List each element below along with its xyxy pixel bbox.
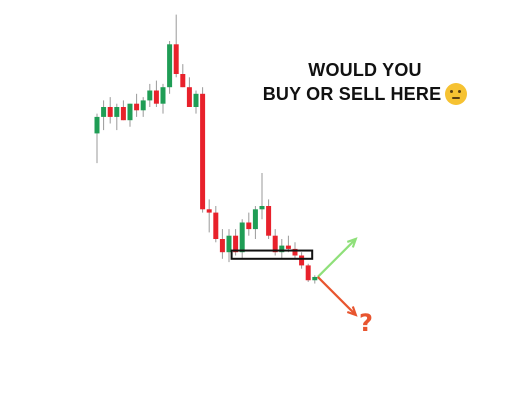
candle-body: [292, 248, 298, 256]
candle: [266, 199, 272, 239]
candle: [186, 77, 192, 107]
headline-line-2-wrap: BUY OR SELL HERE: [245, 82, 485, 106]
candle-body: [107, 107, 113, 117]
candle: [101, 100, 107, 131]
candle: [107, 97, 113, 124]
question-mark: ?: [359, 309, 373, 337]
candle: [259, 173, 265, 220]
candle-body: [226, 235, 232, 253]
candle-body: [114, 107, 120, 117]
candle-body: [239, 222, 245, 253]
candle-body: [200, 93, 206, 210]
sell-arrow-shaft: [317, 276, 357, 316]
projection-arrows: [317, 237, 358, 317]
candle-body: [305, 265, 311, 281]
candle-body: [101, 107, 107, 117]
thinking-face-icon: [445, 83, 468, 105]
sell-arrow: [317, 276, 358, 317]
candle-body: [272, 235, 278, 253]
candle-body: [153, 90, 159, 104]
candle: [239, 219, 245, 259]
candle-body: [233, 235, 239, 253]
sell-arrow-head: [346, 306, 358, 317]
candle-body: [259, 206, 265, 210]
candle: [114, 103, 120, 131]
candle-body: [252, 209, 258, 230]
candle-body: [160, 87, 166, 104]
buy-arrow-head: [346, 237, 358, 248]
support-zone-box: [230, 249, 314, 260]
candle-body: [134, 103, 140, 111]
candle: [219, 229, 225, 259]
candle-body: [285, 245, 291, 249]
candle-body: [279, 245, 285, 253]
candle: [285, 235, 291, 253]
buy-arrow-shaft: [317, 238, 357, 278]
candle: [305, 263, 311, 282]
candle: [252, 206, 258, 239]
candle: [193, 90, 199, 114]
candle-body: [299, 255, 305, 266]
candle-body: [213, 212, 219, 239]
candle: [140, 97, 146, 117]
candle: [279, 239, 285, 259]
candle-body: [180, 74, 186, 88]
candle: [153, 80, 159, 107]
candle-body: [173, 44, 179, 74]
candle: [299, 252, 305, 269]
candle: [167, 41, 173, 94]
candle: [120, 100, 126, 121]
candle-body: [120, 107, 126, 121]
candle: [134, 93, 140, 117]
candle-body: [186, 87, 192, 107]
candle-body: [147, 90, 153, 101]
candle: [94, 113, 100, 164]
candle: [173, 14, 179, 78]
candle: [160, 83, 166, 114]
candle-body: [312, 276, 318, 281]
candle: [213, 206, 219, 243]
candle: [226, 229, 232, 263]
candle-body: [266, 206, 272, 236]
candle-body: [246, 222, 252, 230]
headline-line-1: WOULD YOU: [308, 60, 422, 80]
candle: [147, 83, 153, 107]
candle-body: [127, 103, 133, 121]
candle-body: [206, 209, 212, 213]
candle-body: [94, 116, 100, 134]
candles-layer: [94, 14, 318, 284]
candle: [246, 212, 252, 236]
candle-body: [193, 93, 199, 107]
candle: [312, 275, 318, 284]
candle-body: [140, 100, 146, 111]
candle: [206, 199, 212, 233]
candle: [180, 64, 186, 88]
candle: [200, 87, 206, 213]
headline-line-2: BUY OR SELL HERE: [262, 84, 442, 104]
candle-body: [219, 239, 225, 253]
candle: [127, 103, 133, 127]
candle-body: [167, 44, 173, 88]
buy-arrow: [317, 237, 358, 278]
headline: WOULD YOU BUY OR SELL HERE: [245, 58, 485, 106]
